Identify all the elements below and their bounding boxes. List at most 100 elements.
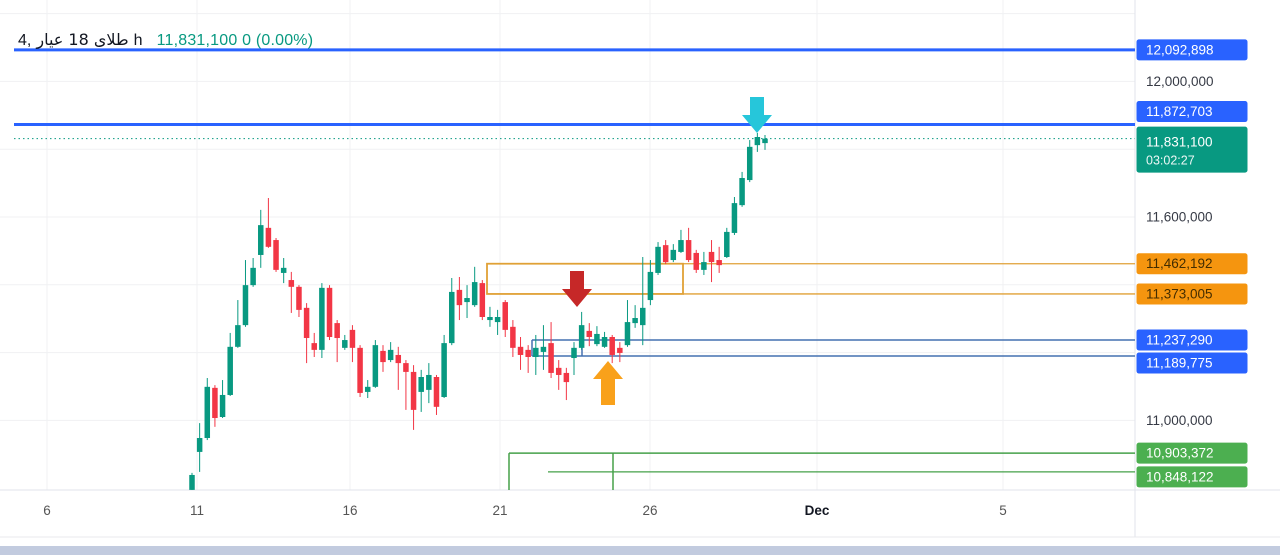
price-scale[interactable]: 12,000,000 11,600,000 11,000,000 12,092,898… [1136,39,1248,488]
candle-body-up [632,318,638,324]
interval-unit: h [133,32,143,49]
symbol-name: طلای 18 عيار [36,30,129,49]
candle-body-up [739,178,745,206]
candle-body-up [762,138,768,144]
candle-body-up [540,346,547,352]
price-badge [1136,39,1248,61]
candle-body-up [204,386,211,439]
candle-body-up [342,340,348,348]
candle-body-down [212,387,218,419]
bottom-scrollbar-band[interactable] [0,546,1280,555]
candle-body-up [364,386,371,392]
price-badge-value: 11,462,192 [1146,256,1213,271]
candle-body-down [357,347,363,393]
candle-body-up [280,267,287,273]
time-axis-label: 11 [190,503,204,518]
candle-body-up [724,231,730,257]
candle-body-up [746,146,753,181]
interval-number: 4, [18,32,32,49]
time-axis-label: 5 [999,503,1007,518]
candle-body-up [533,347,539,357]
candle-body-up [464,298,470,303]
candle-body-up [731,203,738,233]
candle-body-up [250,267,256,286]
candle-body-up [594,333,600,345]
candle-body-down [380,350,386,363]
candle-body-down [303,307,310,339]
candle-body-down [433,377,440,407]
candle-body-down [273,240,279,270]
candle-body-down [510,326,516,348]
candle-body-down [326,287,333,337]
axis-borders [0,0,1280,538]
price-badge-value: 11,189,775 [1146,356,1213,371]
candle-body-up [670,249,677,261]
candle-body-down [349,329,356,348]
price-badge [1136,101,1248,123]
last-price-summary: 11,831,100 0 (0.00%) [156,32,314,49]
time-axis-label: 16 [342,503,357,518]
candle-body-down [548,343,554,373]
candle-body-down [563,372,570,383]
red-down-arrow[interactable] [562,271,592,307]
drawings[interactable] [14,48,1135,490]
arrow-markers[interactable] [562,97,772,405]
candle-body-up [647,271,654,301]
candle-body-down [617,347,623,353]
candle-body-up [678,240,684,252]
candle-body-up [387,349,394,361]
price-badge-value: 12,092,898 [1146,42,1214,57]
candle-body-down [311,343,317,350]
grid [0,0,1135,490]
candle-body-up [441,343,447,397]
candle-body-down [288,280,295,287]
candle-body-up [601,337,608,347]
candle-body-up [640,307,646,326]
price-badge-value: 10,903,372 [1146,446,1214,461]
candle-body-down [265,227,272,247]
candle-body-down [586,330,593,337]
candle-body-up [578,325,585,348]
candle-body-up [258,225,264,255]
orange-up-arrow[interactable] [593,361,623,405]
candle-body-down [296,286,302,310]
cyan-down-arrow[interactable] [742,97,772,133]
last-price-badge-value: 11,831,100 [1146,135,1213,150]
candle-body-up [701,262,707,270]
candle-body-up [426,374,432,390]
candle-body-down [708,251,715,263]
price-axis-label: 11,600,000 [1146,210,1213,225]
candle-body-up [189,474,195,490]
candle-body-down [456,289,463,306]
price-badge-value: 11,373,005 [1146,286,1213,301]
candle-body-down [662,245,669,263]
time-axis-label: 26 [642,503,657,518]
candle-body-up [624,322,631,346]
candle-body-down [410,371,417,410]
candle-body-down [334,323,340,339]
candle-body-up [655,246,661,273]
candle-body-down [502,302,508,330]
symbol-legend[interactable]: 4, طلای 18 عيار h 11,831,100 0 (0.00%) [18,30,313,50]
candle-body-up [242,285,249,326]
candle-body-up [471,282,478,306]
candle-body-down [403,363,409,372]
time-axis-label: Dec [805,503,830,518]
price-badge [1136,466,1248,488]
time-scale[interactable]: 6 11 16 21 26 Dec 5 [43,503,1007,518]
price-badge [1136,442,1248,464]
price-axis-label: 11,000,000 [1146,413,1213,428]
candle-body-down [555,367,562,375]
candle-body-up [235,325,241,347]
price-badge-value: 11,237,290 [1146,332,1213,347]
price-badge [1136,126,1248,173]
price-axis-label: 12,000,000 [1146,74,1214,89]
candles[interactable] [189,132,768,492]
candle-body-down [693,252,699,270]
candle-body-up [227,346,233,395]
price-badge-value: 11,872,703 [1146,104,1213,119]
candle-body-up [196,438,203,452]
price-badge-value: 10,848,122 [1146,469,1214,484]
time-axis-label: 21 [492,503,507,518]
